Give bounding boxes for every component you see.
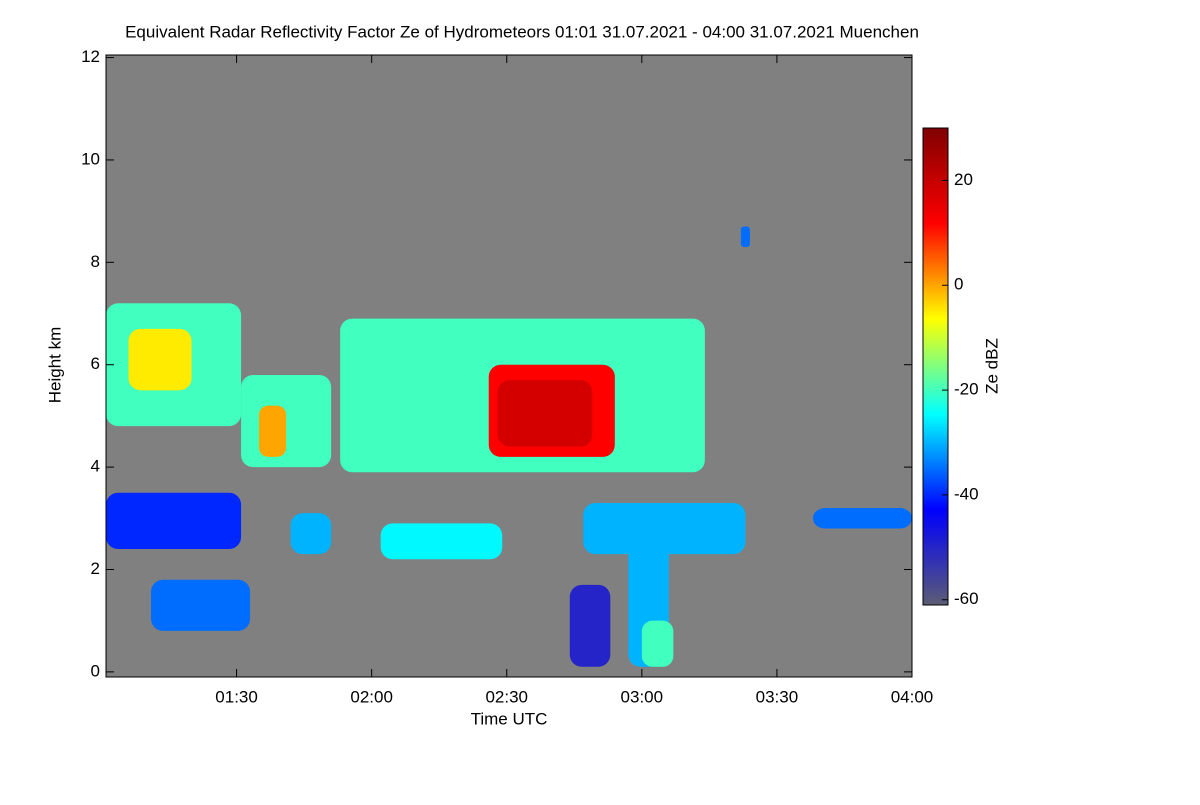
y-tick-label: 2 (91, 559, 100, 578)
y-tick-label: 12 (81, 47, 100, 66)
echo-cell (497, 380, 593, 447)
y-tick-label: 0 (91, 661, 100, 680)
colorbar-tick-label: 0 (954, 275, 963, 294)
colorbar-label: Ze dBZ (982, 338, 1001, 394)
colorbar (922, 127, 949, 606)
echo-cell (569, 584, 611, 667)
echo-cell (128, 328, 192, 391)
x-tick-label: 03:00 (621, 687, 664, 706)
y-tick-label: 4 (91, 457, 100, 476)
chart-title: Equivalent Radar Reflectivity Factor Ze … (125, 22, 919, 41)
echo-cell (740, 226, 750, 247)
y-tick-label: 6 (91, 354, 100, 373)
echo-cell (641, 620, 674, 667)
x-tick-label: 03:30 (756, 687, 799, 706)
x-tick-label: 04:00 (891, 687, 934, 706)
colorbar-tick-label: -20 (954, 380, 979, 399)
y-tick-label: 8 (91, 252, 100, 271)
y-tick-label: 10 (81, 149, 100, 168)
plot-frame (105, 54, 913, 678)
echo-cell (290, 513, 332, 555)
echo-cell (259, 405, 287, 457)
x-tick-label: 01:30 (215, 687, 258, 706)
x-tick-label: 02:00 (350, 687, 393, 706)
echo-cell (380, 523, 503, 560)
x-tick-label: 02:30 (485, 687, 528, 706)
echo-cell (151, 579, 251, 631)
echo-cell (812, 508, 912, 529)
echo-cell (106, 492, 242, 550)
y-axis-label: Height km (45, 327, 64, 404)
colorbar-tick-label: -60 (954, 589, 979, 608)
colorbar-tick-label: -40 (954, 484, 979, 503)
colorbar-tick-label: 20 (954, 170, 973, 189)
x-axis-label: Time UTC (471, 709, 548, 728)
